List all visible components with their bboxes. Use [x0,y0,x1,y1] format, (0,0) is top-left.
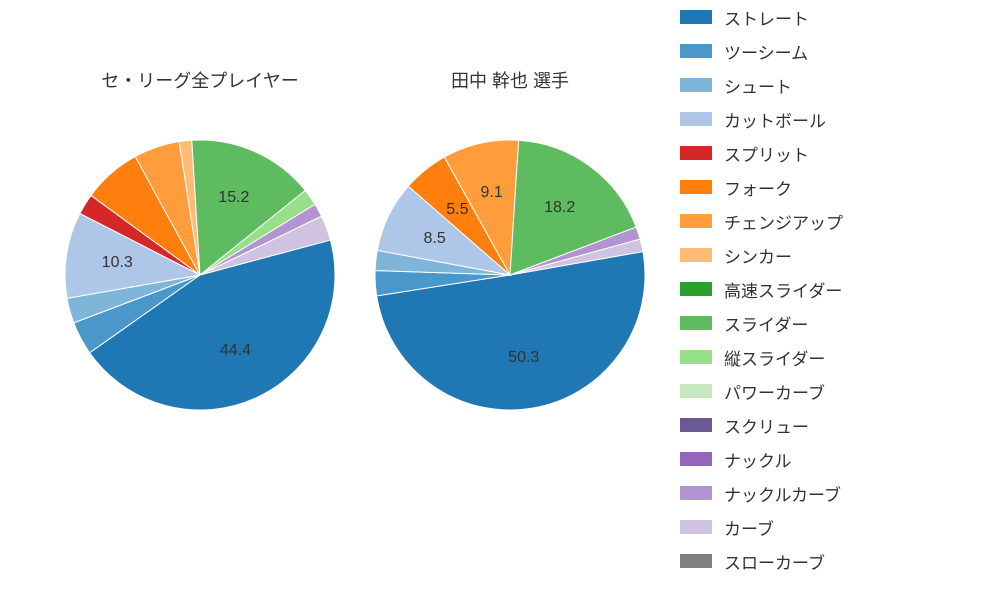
legend-label: 縦スライダー [724,345,825,370]
slice-label: 8.5 [424,230,446,248]
slice-label: 9.1 [480,184,502,202]
legend-swatch [680,78,712,92]
legend-item: 縦スライダー [680,340,990,374]
slice-label: 10.3 [102,254,133,272]
legend-swatch [680,10,712,24]
legend-label: スプリット [724,141,809,166]
legend-swatch [680,44,712,58]
legend-swatch [680,214,712,228]
legend: ストレートツーシームシュートカットボールスプリットフォークチェンジアップシンカー… [680,0,990,578]
legend-label: シュート [724,73,792,98]
legend-label: パワーカーブ [724,379,825,404]
legend-item: カットボール [680,102,990,136]
slice-label: 44.4 [220,342,251,360]
slice-label: 18.2 [544,199,575,217]
legend-swatch [680,452,712,466]
legend-swatch [680,350,712,364]
chart-canvas: セ・リーグ全プレイヤー 田中 幹也 選手 44.4 10.3 15.2 50.3 8.55… [0,0,1000,600]
slice-label: 50.3 [508,349,539,367]
legend-swatch [680,554,712,568]
legend-label: スライダー [724,311,808,336]
legend-swatch [680,316,712,330]
legend-label: 高速スライダー [724,277,842,302]
legend-item: ストレート [680,0,990,34]
legend-item: 高速スライダー [680,272,990,306]
legend-label: スローカーブ [724,549,825,574]
slice-label: 15.2 [218,189,249,207]
pie-title: セ・リーグ全プレイヤー [101,67,298,93]
legend-item: カーブ [680,510,990,544]
legend-item: シュート [680,68,990,102]
pie-title: 田中 幹也 選手 [451,67,569,93]
legend-label: ナックルカーブ [724,481,841,506]
legend-label: カーブ [724,515,774,540]
legend-label: ストレート [724,5,809,30]
legend-label: スクリュー [724,413,809,438]
legend-item: ナックルカーブ [680,476,990,510]
legend-label: ツーシーム [724,39,808,64]
legend-swatch [680,418,712,432]
legend-item: パワーカーブ [680,374,990,408]
slice-label: 5.5 [446,201,468,219]
legend-item: スローカーブ [680,544,990,578]
legend-swatch [680,146,712,160]
legend-item: チェンジアップ [680,204,990,238]
legend-swatch [680,112,712,126]
legend-item: フォーク [680,170,990,204]
legend-item: スライダー [680,306,990,340]
legend-swatch [680,486,712,500]
legend-label: ナックル [724,447,792,472]
legend-label: チェンジアップ [724,209,843,234]
legend-swatch [680,384,712,398]
legend-swatch [680,180,712,194]
legend-item: スプリット [680,136,990,170]
legend-item: ツーシーム [680,34,990,68]
legend-item: ナックル [680,442,990,476]
legend-swatch [680,282,712,296]
legend-swatch [680,248,712,262]
legend-label: カットボール [724,107,826,132]
legend-item: スクリュー [680,408,990,442]
legend-swatch [680,520,712,534]
legend-label: シンカー [724,243,792,268]
legend-label: フォーク [724,175,792,200]
legend-item: シンカー [680,238,990,272]
